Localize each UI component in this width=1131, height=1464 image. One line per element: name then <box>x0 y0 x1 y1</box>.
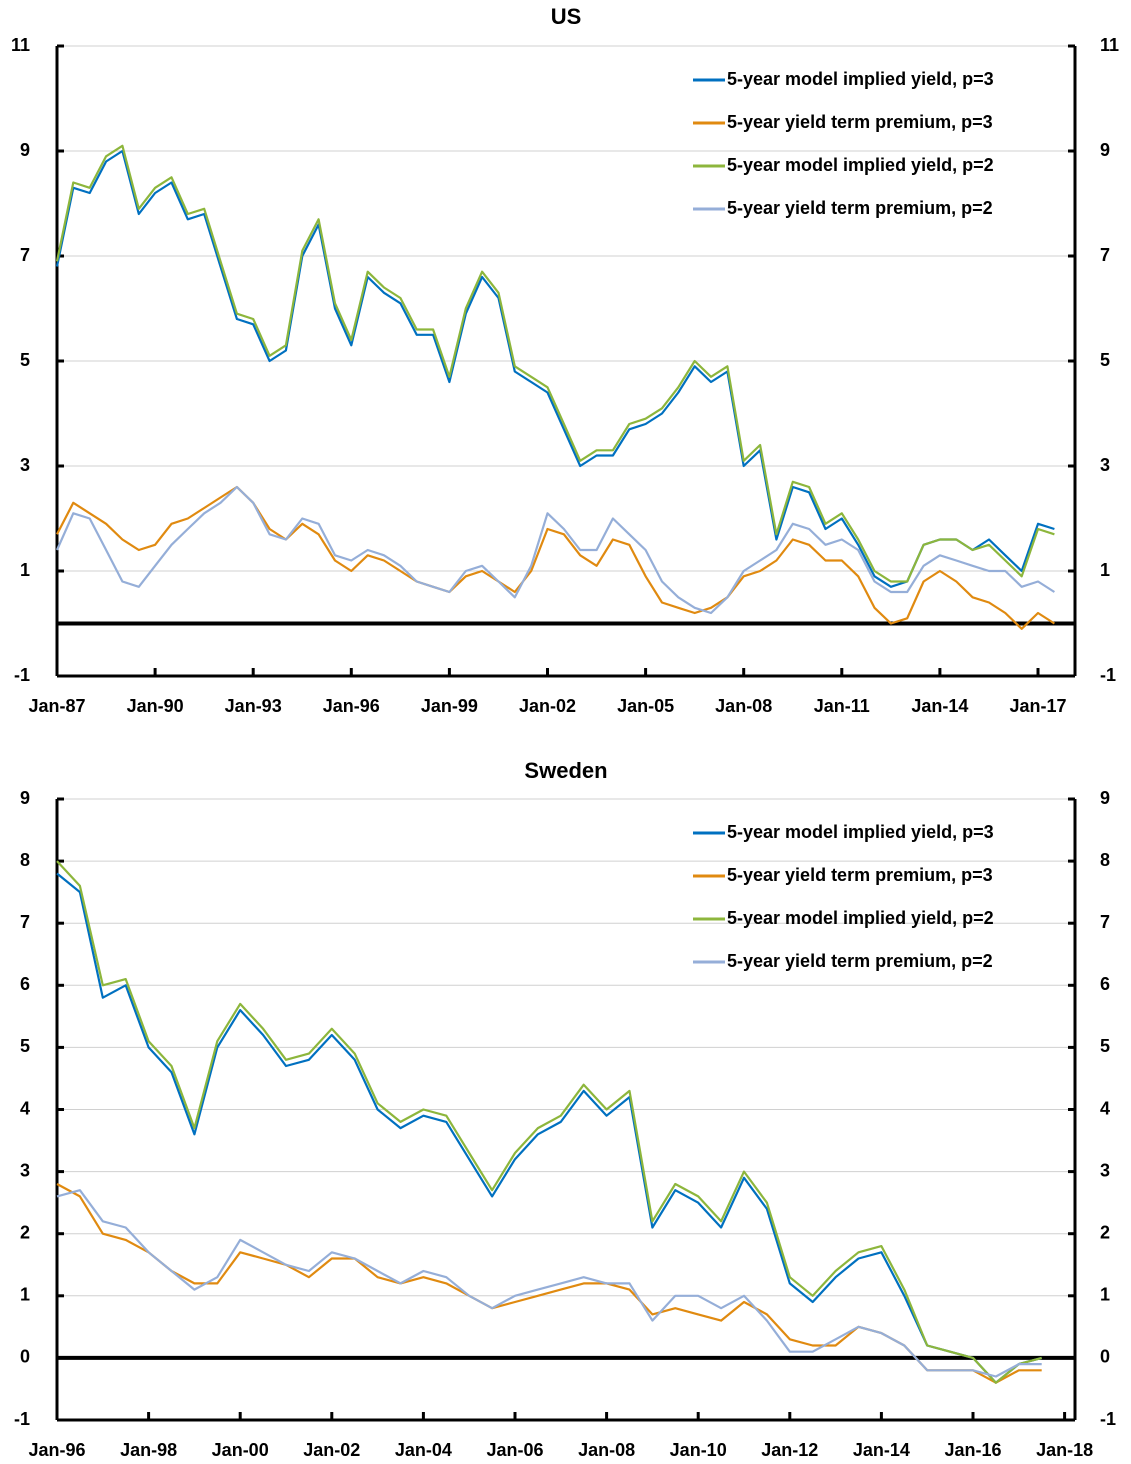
x-tick-label: Jan-12 <box>761 1440 818 1460</box>
y2-tick-label: 1 <box>1100 1285 1110 1305</box>
y-tick-label: -1 <box>14 1409 30 1429</box>
x-tick-label: Jan-04 <box>395 1440 452 1460</box>
legend-label: 5-year model implied yield, p=2 <box>727 155 994 175</box>
y2-tick-label: 9 <box>1100 140 1110 160</box>
y-tick-label: 0 <box>20 1347 30 1367</box>
y2-tick-label: 5 <box>1100 1036 1110 1056</box>
y2-tick-label: 1 <box>1100 560 1110 580</box>
y-tick-label: -1 <box>14 665 30 685</box>
y2-tick-label: 0 <box>1100 1347 1110 1367</box>
x-tick-label: Jan-05 <box>617 696 674 716</box>
x-tick-label: Jan-08 <box>715 696 772 716</box>
x-tick-label: Jan-08 <box>578 1440 635 1460</box>
x-tick-label: Jan-11 <box>814 696 870 716</box>
y-tick-label: 1 <box>20 560 30 580</box>
series-line <box>56 872 1042 1384</box>
y2-tick-label: 2 <box>1100 1222 1110 1242</box>
x-tick-label: Jan-87 <box>28 696 85 716</box>
x-tick-label: Jan-00 <box>212 1440 269 1460</box>
legend-label: 5-year yield term premium, p=2 <box>727 198 993 218</box>
y2-tick-label: 7 <box>1100 245 1110 265</box>
x-tick-label: Jan-93 <box>225 696 282 716</box>
y-tick-label: 7 <box>20 245 30 265</box>
y-tick-label: 3 <box>20 455 30 475</box>
y2-tick-label: 7 <box>1100 912 1110 932</box>
y-tick-label: 1 <box>20 1285 30 1305</box>
x-tick-label: Jan-02 <box>303 1440 360 1460</box>
x-tick-label: Jan-14 <box>911 696 968 716</box>
y-tick-label: 3 <box>20 1160 30 1180</box>
y2-tick-label: 8 <box>1100 850 1110 870</box>
x-tick-label: Jan-90 <box>127 696 184 716</box>
x-tick-label: Jan-96 <box>323 696 380 716</box>
y2-tick-label: 11 <box>1100 35 1119 55</box>
legend-label: 5-year model implied yield, p=3 <box>727 822 994 842</box>
y2-tick-label: 6 <box>1100 974 1110 994</box>
y2-tick-label: 5 <box>1100 350 1110 370</box>
chart-title: US <box>551 4 582 29</box>
y2-tick-label: 3 <box>1100 1160 1110 1180</box>
x-tick-label: Jan-17 <box>1009 696 1066 716</box>
series-line <box>56 1189 1042 1378</box>
x-tick-label: Jan-96 <box>28 1440 85 1460</box>
x-tick-label: Jan-02 <box>519 696 576 716</box>
x-tick-label: Jan-06 <box>486 1440 543 1460</box>
x-tick-label: Jan-99 <box>421 696 478 716</box>
chart-title: Sweden <box>524 758 607 783</box>
series-line <box>56 485 1055 630</box>
y-tick-label: 4 <box>20 1098 30 1118</box>
legend-label: 5-year model implied yield, p=2 <box>727 908 994 928</box>
series-line <box>55 485 1055 615</box>
y-tick-label: 2 <box>20 1222 30 1242</box>
x-tick-label: Jan-98 <box>120 1440 177 1460</box>
y-tick-label: 11 <box>11 35 30 55</box>
series-line <box>55 149 1055 588</box>
y2-tick-label: 4 <box>1100 1098 1110 1118</box>
x-tick-label: Jan-14 <box>853 1440 910 1460</box>
y-tick-label: 9 <box>20 140 30 160</box>
x-tick-label: Jan-18 <box>1036 1440 1093 1460</box>
y-tick-label: 6 <box>20 974 30 994</box>
y2-tick-label: -1 <box>1100 1409 1116 1429</box>
y2-tick-label: 3 <box>1100 455 1110 475</box>
legend-label: 5-year yield term premium, p=3 <box>727 112 993 132</box>
y-tick-label: 5 <box>20 350 30 370</box>
y2-tick-label: 9 <box>1100 788 1110 808</box>
series-line <box>56 860 1042 1384</box>
series-line <box>55 144 1055 583</box>
legend-label: 5-year model implied yield, p=3 <box>727 69 994 89</box>
y-tick-label: 8 <box>20 850 30 870</box>
y-tick-label: 7 <box>20 912 30 932</box>
y-tick-label: 5 <box>20 1036 30 1056</box>
legend-label: 5-year yield term premium, p=2 <box>727 951 993 971</box>
y2-tick-label: -1 <box>1100 665 1116 685</box>
legend-label: 5-year yield term premium, p=3 <box>727 865 993 885</box>
y-tick-label: 9 <box>20 788 30 808</box>
x-tick-label: Jan-10 <box>670 1440 727 1460</box>
x-tick-label: Jan-16 <box>944 1440 1001 1460</box>
